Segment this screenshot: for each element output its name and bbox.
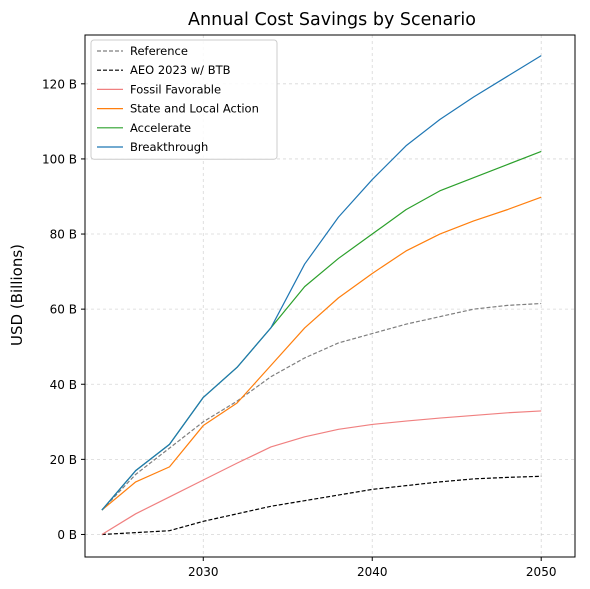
chart-title: Annual Cost Savings by Scenario (188, 10, 476, 30)
y-tick-label: 60 B (50, 303, 77, 317)
grid-lines (85, 35, 575, 557)
series-line-breakthrough (101, 55, 542, 511)
y-axis-label: USD (Billions) (8, 244, 26, 346)
y-tick-label: 40 B (50, 378, 77, 392)
x-tick-label: 2040 (357, 565, 388, 579)
series-line-state-and-local-action (101, 196, 542, 511)
legend-label: AEO 2023 w/ BTB (130, 63, 231, 77)
series-line-reference (101, 302, 542, 511)
series-layer (101, 55, 542, 536)
legend-label: Reference (130, 44, 188, 58)
y-tick-label: 100 B (42, 152, 77, 166)
legend-label: Fossil Favorable (130, 82, 221, 96)
legend-label: State and Local Action (130, 102, 259, 116)
y-tick-label: 120 B (42, 77, 77, 91)
series-line-fossil-favorable (101, 410, 542, 535)
y-tick-label: 80 B (50, 228, 77, 242)
x-tick-label: 2050 (526, 565, 557, 579)
series-line-aeo-2023-w-btb (101, 475, 542, 536)
y-tick-label: 0 B (57, 528, 77, 542)
series-line-accelerate (101, 150, 542, 511)
plot-frame (84, 34, 576, 558)
legend-label: Breakthrough (130, 140, 208, 154)
x-tick-label: 2030 (188, 565, 219, 579)
y-tick-label: 20 B (50, 453, 77, 467)
axes: 2030 2040 2050 0 B 20 B 40 B 60 B 80 B 100 B 120 … (42, 77, 556, 579)
legend: Reference AEO 2023 w/ BTB Fossil Favorable… (90, 39, 278, 160)
legend-label: Accelerate (130, 121, 191, 135)
legend-box (90, 39, 278, 160)
